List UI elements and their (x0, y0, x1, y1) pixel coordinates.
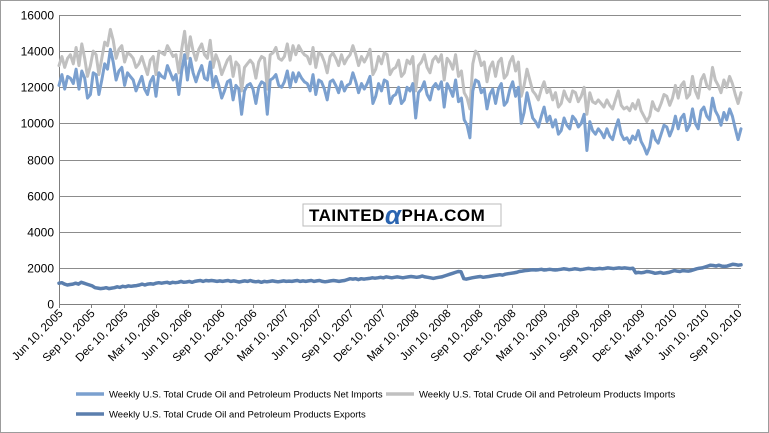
y-axis-tick-labels: 0 2000 4000 6000 8000 10000 12000 14000 16000 (21, 9, 55, 312)
legend-label-2: Weekly U.S. Total Crude Oil and Petroleu… (109, 410, 366, 421)
series-line-1 (57, 27, 743, 124)
y-tick-label-10000: 10000 (21, 117, 55, 131)
y-tick-label-12000: 12000 (21, 81, 55, 95)
watermark-logo: TAINTEDαPHA.COM (302, 200, 502, 230)
legend-label-1: Weekly U.S. Total Crude Oil and Petroleu… (419, 390, 676, 401)
y-tick-label-14000: 14000 (21, 45, 55, 59)
y-tick-label-2000: 2000 (27, 262, 54, 276)
y-tick-label-6000: 6000 (27, 190, 54, 204)
y-tick-label-8000: 8000 (27, 154, 54, 168)
series-lines (57, 27, 743, 291)
watermark-text-post: PHA.COM (402, 206, 486, 225)
series-line-0 (57, 47, 743, 156)
svg-text:TAINTEDαPHA.COM: TAINTEDαPHA.COM (309, 200, 485, 230)
legend: Weekly U.S. Total Crude Oil and Petroleu… (76, 390, 676, 421)
y-tick-label-16000: 16000 (21, 9, 55, 23)
y-tick-label-4000: 4000 (27, 226, 54, 240)
series-line-2 (57, 262, 743, 291)
watermark-text-pre: TAINTED (309, 206, 385, 225)
y-tick-label-0: 0 (47, 298, 54, 312)
watermark-alpha: α (385, 200, 403, 230)
legend-label-0: Weekly U.S. Total Crude Oil and Petroleu… (109, 390, 383, 401)
